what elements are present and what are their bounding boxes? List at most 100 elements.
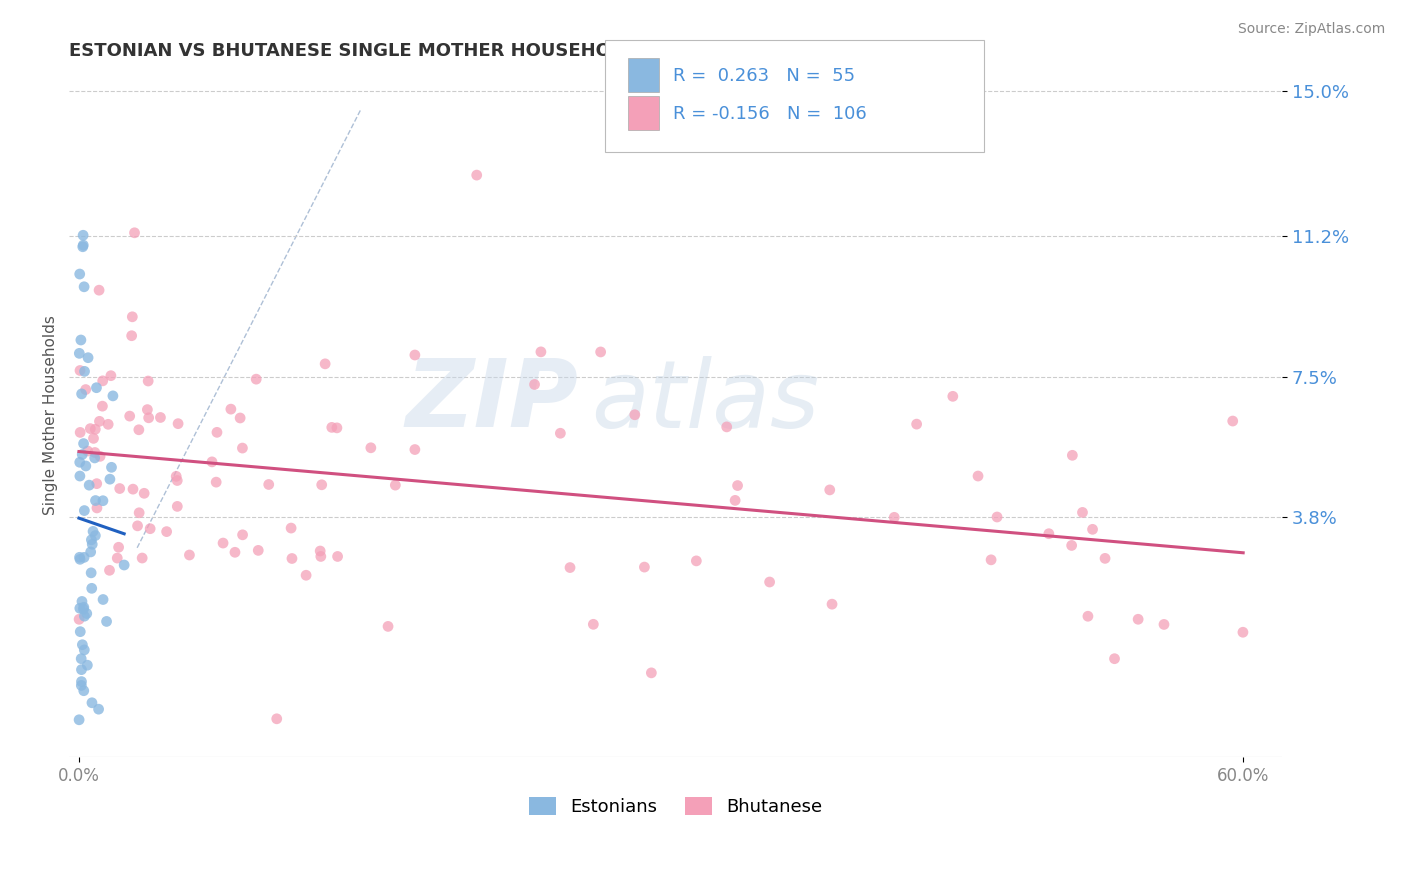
Point: [91, 399, 114, 413]
Point: [69, 425, 91, 440]
Point: [530, 344, 553, 359]
Point: [121, 328, 143, 343]
Point: [149, 410, 172, 425]
Point: [73, 683, 96, 698]
Point: [309, 544, 332, 558]
Point: [167, 417, 190, 431]
Point: [1104, 651, 1126, 665]
Point: [70, 333, 93, 347]
Point: [589, 345, 612, 359]
Point: [72, 238, 94, 252]
Point: [67, 713, 90, 727]
Point: [205, 425, 228, 440]
Point: [101, 389, 124, 403]
Y-axis label: Single Mother Households: Single Mother Households: [44, 315, 58, 515]
Point: [377, 619, 399, 633]
Point: [685, 554, 707, 568]
Point: [131, 551, 153, 566]
Point: [1094, 551, 1116, 566]
Point: [89, 414, 111, 428]
Point: [1153, 617, 1175, 632]
Point: [79, 422, 101, 436]
Point: [70, 387, 93, 401]
Point: [69, 601, 91, 615]
Point: [73, 643, 96, 657]
Point: [724, 493, 747, 508]
Point: [165, 469, 187, 483]
Point: [91, 493, 114, 508]
Point: [127, 519, 149, 533]
Point: [76, 607, 98, 621]
Point: [229, 411, 252, 425]
Point: [465, 168, 488, 182]
Point: [623, 408, 645, 422]
Point: [73, 503, 96, 517]
Point: [166, 500, 188, 514]
Point: [86, 476, 108, 491]
Point: [72, 638, 94, 652]
Point: [1126, 612, 1149, 626]
Point: [136, 402, 159, 417]
Text: atlas: atlas: [591, 356, 818, 447]
Point: [280, 521, 302, 535]
Point: [91, 374, 114, 388]
Point: [80, 696, 103, 710]
Point: [70, 678, 93, 692]
Point: [986, 510, 1008, 524]
Point: [118, 409, 141, 423]
Point: [124, 226, 146, 240]
Point: [384, 478, 406, 492]
Point: [139, 522, 162, 536]
Point: [128, 506, 150, 520]
Point: [219, 402, 242, 417]
Point: [245, 372, 267, 386]
Point: [314, 357, 336, 371]
Point: [311, 477, 333, 491]
Point: [69, 455, 91, 469]
Point: [558, 560, 581, 574]
Text: Source: ZipAtlas.com: Source: ZipAtlas.com: [1237, 22, 1385, 37]
Point: [79, 545, 101, 559]
Point: [404, 348, 426, 362]
Point: [156, 524, 179, 539]
Point: [105, 551, 128, 566]
Point: [82, 537, 104, 551]
Point: [550, 426, 572, 441]
Point: [136, 374, 159, 388]
Legend: Estonians, Bhutanese: Estonians, Bhutanese: [522, 789, 830, 823]
Point: [82, 524, 104, 539]
Point: [80, 566, 103, 580]
Point: [247, 543, 270, 558]
Point: [67, 346, 90, 360]
Point: [1232, 625, 1254, 640]
Point: [72, 436, 94, 450]
Point: [72, 240, 94, 254]
Point: [73, 609, 96, 624]
Point: [100, 460, 122, 475]
Text: ESTONIAN VS BHUTANESE SINGLE MOTHER HOUSEHOLDS CORRELATION CHART: ESTONIAN VS BHUTANESE SINGLE MOTHER HOUS…: [69, 42, 872, 60]
Point: [73, 600, 96, 615]
Point: [883, 510, 905, 524]
Point: [83, 431, 105, 445]
Point: [231, 441, 253, 455]
Point: [89, 450, 111, 464]
Point: [905, 417, 928, 431]
Point: [97, 417, 120, 432]
Point: [1081, 522, 1104, 536]
Point: [87, 283, 110, 297]
Point: [640, 665, 662, 680]
Point: [108, 482, 131, 496]
Point: [967, 469, 990, 483]
Point: [69, 267, 91, 281]
Point: [76, 658, 98, 673]
Point: [122, 482, 145, 496]
Point: [75, 383, 97, 397]
Point: [86, 381, 108, 395]
Point: [582, 617, 605, 632]
Point: [91, 592, 114, 607]
Point: [77, 478, 100, 492]
Point: [1077, 609, 1099, 624]
Point: [1222, 414, 1244, 428]
Point: [942, 389, 965, 403]
Point: [69, 469, 91, 483]
